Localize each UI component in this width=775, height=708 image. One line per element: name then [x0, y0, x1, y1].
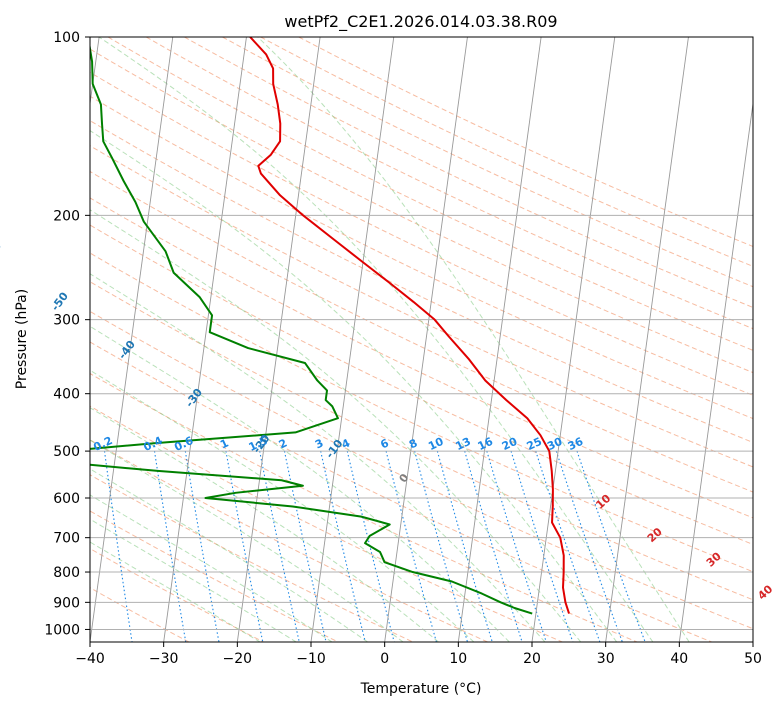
x-tick-label: 50	[744, 651, 762, 667]
x-tick-label: 10	[449, 651, 467, 667]
moist-adiabat	[90, 541, 261, 642]
y-tick-label: 600	[53, 491, 80, 507]
isotherm	[90, 37, 174, 642]
y-tick-label: 100	[53, 30, 80, 46]
mixing-ratio-line	[486, 450, 547, 642]
isotherm	[163, 37, 247, 642]
moist-adiabat	[257, 37, 690, 642]
dry-adiabat	[90, 48, 753, 374]
dry-adiabat	[90, 372, 638, 642]
moist-adiabat	[90, 369, 475, 642]
moist-adiabat	[90, 518, 297, 642]
temperature-profile	[249, 37, 571, 614]
mixing-ratio-line	[225, 451, 264, 642]
mixing-ratio-label: 10	[426, 435, 446, 453]
isotherm	[605, 37, 689, 642]
mixing-ratio-line	[510, 450, 574, 642]
mixing-ratio-label: 20	[500, 435, 520, 453]
x-tick-label: −10	[296, 651, 326, 667]
moist-adiabat	[90, 439, 404, 642]
mixing-ratio-line	[103, 451, 133, 642]
mixing-ratio-line	[535, 450, 601, 642]
dry-adiabat	[90, 95, 753, 420]
x-tick-label: −20	[223, 651, 253, 667]
dry-adiabat	[90, 71, 753, 396]
x-tick-label: 30	[597, 651, 615, 667]
mixing-ratio-line	[283, 450, 327, 642]
mixing-ratio-line	[464, 450, 523, 642]
dry-adiabat	[90, 120, 753, 444]
mixing-ratio-line	[555, 450, 623, 642]
y-tick-label: 300	[53, 313, 80, 329]
dry-adiabat	[260, 37, 753, 267]
mixing-ratio-label: 36	[566, 435, 586, 453]
y-axis-label: Pressure (hPa)	[14, 289, 30, 389]
dry-adiabat	[107, 37, 753, 351]
y-axis: 100 200 300 400 500 600 700 800 900 1000	[44, 30, 90, 638]
x-tick-label: −40	[75, 651, 105, 667]
dry-adiabat	[184, 37, 753, 308]
grid-lines	[90, 37, 753, 642]
isotherm	[236, 37, 321, 642]
dry-adiabat	[90, 170, 753, 493]
isotherm	[678, 100, 753, 642]
moist-adiabat	[90, 407, 439, 642]
y-tick-label: 700	[53, 531, 80, 547]
plot-frame	[89, 36, 754, 643]
y-tick-label: 900	[53, 595, 80, 611]
x-tick-label: −30	[149, 651, 179, 667]
dry-adiabat	[298, 37, 753, 248]
mixing-ratio-line	[385, 450, 437, 642]
dry-adiabat	[90, 252, 753, 573]
y-tick-label: 800	[53, 565, 80, 581]
dry-adiabat	[90, 281, 753, 601]
mixing-ratio-line	[414, 450, 469, 642]
data-lines	[90, 37, 571, 615]
chart-title: wetPf2_C2E1.2026.014.03.38.R09	[284, 12, 557, 32]
mixing-ratio-label: 30	[545, 435, 565, 453]
dry-adiabat	[222, 37, 753, 288]
mixing-ratio-line	[320, 450, 366, 642]
dry-adiabat	[90, 439, 488, 642]
y-tick-label: 1000	[44, 622, 80, 638]
y-tick-label: 400	[53, 387, 80, 403]
dry-adiabat	[145, 37, 753, 330]
x-tick-label: 40	[670, 651, 688, 667]
mixing-ratio-label: 25	[525, 435, 544, 453]
x-axis: −40 −30 −20 −10 0 10 20 30 40 50	[75, 642, 762, 667]
y-tick-label: 200	[53, 208, 80, 224]
background-lines	[90, 37, 753, 642]
dry-adiabat	[90, 405, 563, 642]
moist-adiabat	[90, 273, 546, 642]
dry-adiabat	[90, 310, 753, 630]
moist-adiabat	[90, 468, 368, 642]
mixing-ratio-line	[259, 450, 300, 642]
isotherm	[384, 37, 468, 642]
x-axis-label: Temperature (°C)	[360, 681, 482, 697]
isotherm	[310, 37, 395, 642]
isotherm	[531, 37, 616, 642]
dry-adiabat	[90, 341, 712, 642]
x-tick-label: 0	[380, 651, 389, 667]
y-tick-label: 500	[53, 444, 80, 460]
dewpoint-profile	[90, 42, 533, 615]
mixing-ratio-label: 13	[454, 435, 473, 453]
isotherm	[457, 37, 542, 642]
moist-adiabat	[90, 325, 510, 642]
x-tick-label: 20	[523, 651, 541, 667]
mixing-ratio-label: 16	[476, 435, 496, 453]
